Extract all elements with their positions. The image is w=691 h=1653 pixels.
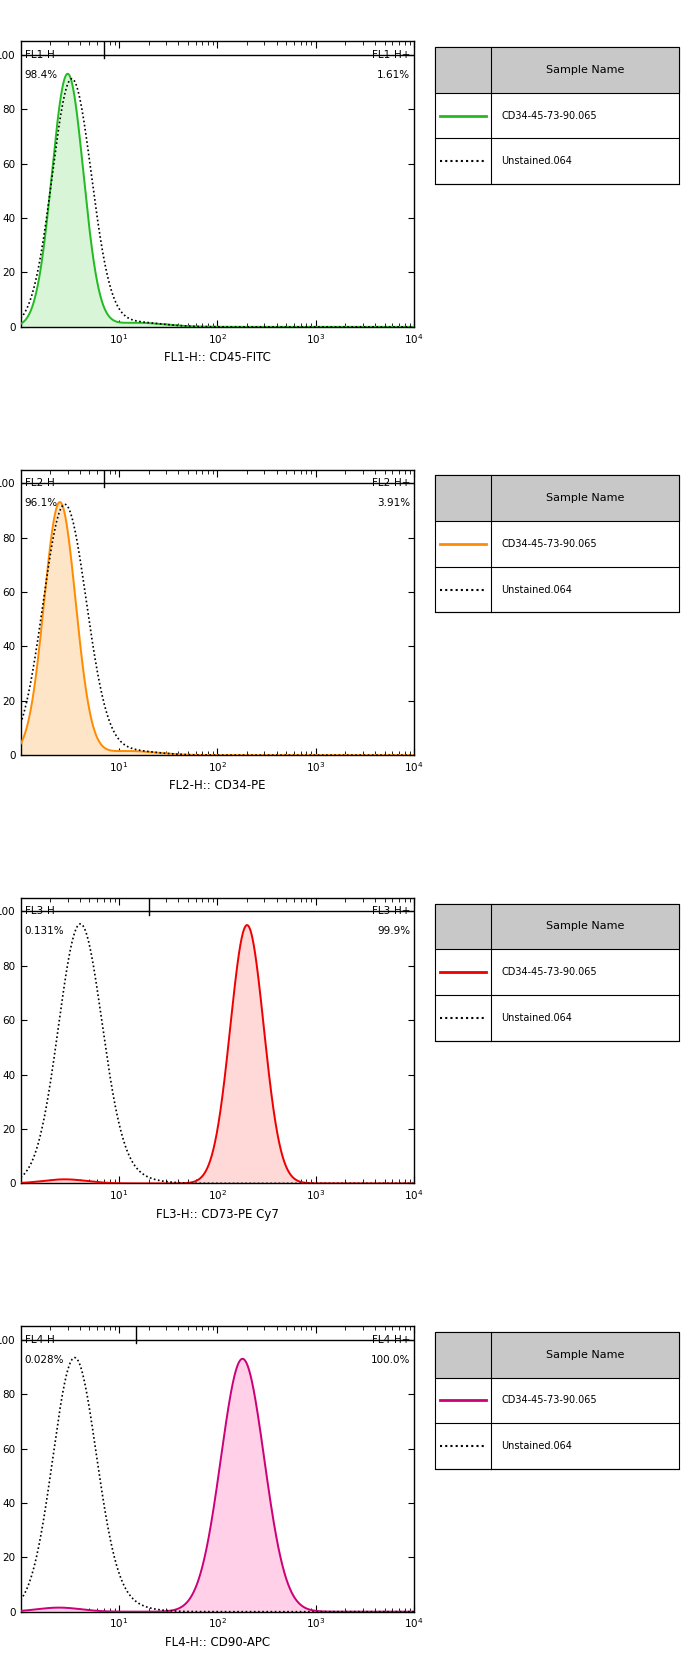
Bar (435, 476, 679, 521)
Text: 3.91%: 3.91% (377, 498, 410, 507)
Text: Unstained.064: Unstained.064 (502, 1441, 572, 1451)
Bar (435, 1332, 679, 1377)
Bar (435, 1332, 679, 1470)
Text: CD34-45-73-90.065: CD34-45-73-90.065 (502, 1395, 597, 1405)
Text: FL1-H-: FL1-H- (25, 50, 58, 60)
Text: 98.4%: 98.4% (25, 69, 58, 79)
Text: Sample Name: Sample Name (546, 493, 624, 503)
Text: CD34-45-73-90.065: CD34-45-73-90.065 (502, 111, 597, 121)
X-axis label: FL3-H:: CD73-PE Cy7: FL3-H:: CD73-PE Cy7 (156, 1208, 279, 1220)
Text: FL3-H+: FL3-H+ (372, 906, 410, 916)
Text: Sample Name: Sample Name (546, 1351, 624, 1360)
Bar (435, 904, 679, 1041)
X-axis label: FL2-H:: CD34-PE: FL2-H:: CD34-PE (169, 779, 265, 792)
Text: CD34-45-73-90.065: CD34-45-73-90.065 (502, 967, 597, 977)
X-axis label: FL1-H:: CD45-FITC: FL1-H:: CD45-FITC (164, 350, 271, 364)
Text: FL4-H-: FL4-H- (25, 1334, 58, 1346)
Text: 0.131%: 0.131% (25, 926, 64, 937)
Bar (435, 46, 679, 93)
Text: Sample Name: Sample Name (546, 64, 624, 74)
Text: FL1-H+: FL1-H+ (372, 50, 410, 60)
Text: FL2-H-: FL2-H- (25, 478, 58, 488)
Text: FL2-H+: FL2-H+ (372, 478, 410, 488)
X-axis label: FL4-H:: CD90-APC: FL4-H:: CD90-APC (165, 1636, 270, 1650)
Text: 1.61%: 1.61% (377, 69, 410, 79)
Text: 0.028%: 0.028% (25, 1355, 64, 1365)
Text: 99.9%: 99.9% (377, 926, 410, 937)
Bar (435, 476, 679, 612)
Text: 100.0%: 100.0% (371, 1355, 410, 1365)
Bar (435, 904, 679, 949)
Text: Sample Name: Sample Name (546, 921, 624, 931)
Text: CD34-45-73-90.065: CD34-45-73-90.065 (502, 539, 597, 549)
Text: FL4-H+: FL4-H+ (372, 1334, 410, 1346)
Text: Unstained.064: Unstained.064 (502, 157, 572, 167)
Text: FL3-H-: FL3-H- (25, 906, 58, 916)
Text: 96.1%: 96.1% (25, 498, 58, 507)
Bar (435, 46, 679, 183)
Text: Unstained.064: Unstained.064 (502, 585, 572, 595)
Text: Unstained.064: Unstained.064 (502, 1013, 572, 1023)
